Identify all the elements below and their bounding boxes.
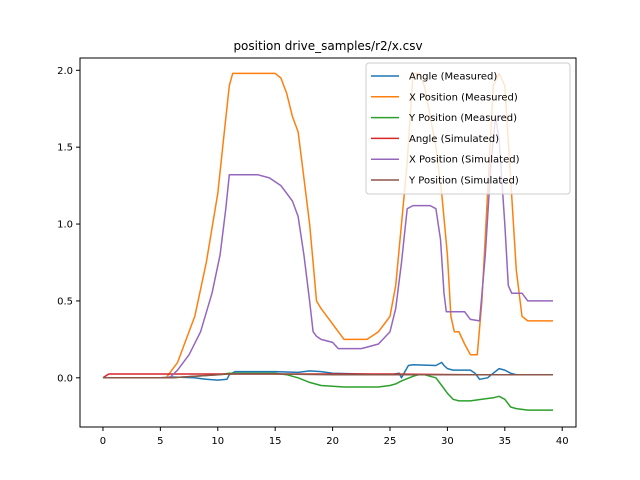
chart-title: position drive_samples/r2/x.csv <box>233 39 422 53</box>
y-tick-label: 1.5 <box>57 143 73 154</box>
x-tick-label: 35 <box>498 436 511 447</box>
legend-label: Angle (Simulated) <box>409 134 499 145</box>
legend-label: Angle (Measured) <box>409 72 497 83</box>
x-tick-label: 30 <box>441 436 454 447</box>
legend: Angle (Measured) X Position (Measured) Y P… <box>365 62 571 195</box>
x-tick-label: 5 <box>157 436 163 447</box>
legend-label: X Position (Measured) <box>409 92 518 103</box>
x-tick-label: 15 <box>269 436 282 447</box>
legend-label: X Position (Simulated) <box>409 155 520 166</box>
y-tick-label: 0.0 <box>57 373 73 384</box>
series-layer <box>102 72 553 411</box>
plot-area <box>79 57 577 428</box>
legend-label: Y Position (Measured) <box>408 113 517 124</box>
x-tick-label: 25 <box>384 436 397 447</box>
x-tick-label: 20 <box>326 436 339 447</box>
y-tick-label: 0.5 <box>57 296 73 307</box>
axes-frame <box>79 57 577 428</box>
x-tick-label: 40 <box>556 436 569 447</box>
x-axis: 0 5 10 15 20 25 30 35 40 <box>100 427 569 447</box>
y-axis: 0.0 0.5 1.0 1.5 2.0 <box>57 66 80 384</box>
legend-label: Y Position (Simulated) <box>408 176 519 187</box>
y-tick-label: 1.0 <box>57 220 73 231</box>
y-tick-label: 2.0 <box>57 66 73 77</box>
series-line-6 <box>103 373 553 379</box>
legend-box <box>365 62 571 195</box>
x-tick-label: 0 <box>100 436 106 447</box>
x-tick-label: 10 <box>211 436 224 447</box>
